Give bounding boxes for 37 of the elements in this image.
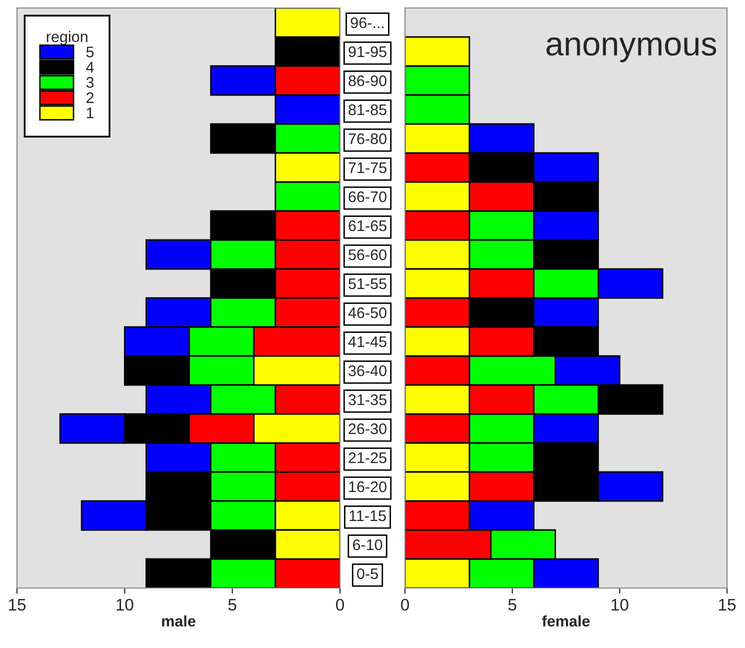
y-tick-label: 51-55 xyxy=(348,278,386,290)
y-tick-label: 41-45 xyxy=(348,336,386,348)
y-tick-label: 71-75 xyxy=(348,162,386,174)
y-tick-label: 61-65 xyxy=(348,220,386,232)
x-tick-label: 5 xyxy=(228,599,236,611)
y-tick-label: 11-15 xyxy=(350,510,386,522)
y-tick-label: 16-20 xyxy=(349,481,386,492)
x-tick-label: 10 xyxy=(612,598,628,611)
x-tick-label: 15 xyxy=(719,599,736,611)
x-axis-title: male xyxy=(162,615,196,627)
x-tick-label: 15 xyxy=(9,599,26,611)
y-tick-label: 81-85 xyxy=(348,104,386,116)
x-tick-label: 0 xyxy=(401,598,409,611)
y-tick-label: 86-90 xyxy=(348,75,386,86)
x-axis-title: female xyxy=(542,615,590,627)
x-tick-label: 0 xyxy=(336,598,344,611)
legend-label: 3 xyxy=(86,77,94,88)
legend-label: 5 xyxy=(86,46,94,58)
legend-label: 4 xyxy=(86,62,94,72)
x-tick-label: 5 xyxy=(508,599,516,611)
y-tick-label: 6-10 xyxy=(352,539,382,550)
legend-label: 2 xyxy=(86,92,94,103)
y-tick-label: 91-95 xyxy=(348,46,386,58)
legend-title: region xyxy=(46,30,88,46)
y-tick-label: 21-25 xyxy=(348,452,386,464)
y-tick-label: 0-5 xyxy=(357,568,378,580)
y-tick-label: 56-60 xyxy=(348,249,386,260)
y-tick-label: 66-70 xyxy=(348,191,386,202)
y-tick-label: 31-35 xyxy=(348,394,386,406)
y-tick-label: 46-50 xyxy=(348,307,386,318)
x-tick-label: 10 xyxy=(116,598,134,611)
y-tick-label: 76-80 xyxy=(348,133,386,144)
y-tick-label: 36-40 xyxy=(348,365,386,376)
legend-label: 1 xyxy=(86,108,94,118)
annotation: anonymous xyxy=(546,37,716,62)
y-tick-label: 96-... xyxy=(350,17,384,28)
y-tick-label: 26-30 xyxy=(348,423,386,434)
